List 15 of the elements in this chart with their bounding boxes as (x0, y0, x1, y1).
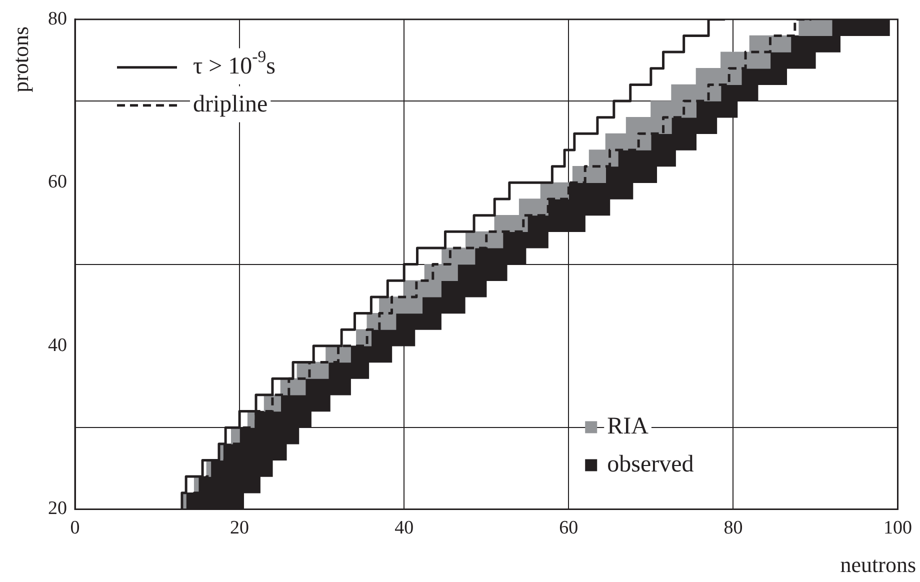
x-tick-label: 20 (230, 518, 250, 539)
x-axis-title: neutrons (840, 552, 916, 577)
x-tick-label: 0 (70, 518, 80, 539)
legend-label: RIA (607, 413, 650, 440)
y-tick-label: 20 (48, 498, 67, 520)
y-axis-title: protons (8, 26, 33, 92)
x-tick-label: 80 (724, 518, 743, 539)
x-tick-label: 60 (559, 518, 578, 539)
x-tick-label: 100 (884, 518, 912, 539)
y-tick-label: 60 (48, 172, 67, 193)
y-tick-label: 80 (48, 8, 67, 30)
y-tick-label: 40 (48, 334, 67, 356)
legend-label: dripline (193, 92, 268, 118)
x-tick-label: 40 (394, 518, 414, 539)
legend-label: observed (607, 451, 694, 478)
